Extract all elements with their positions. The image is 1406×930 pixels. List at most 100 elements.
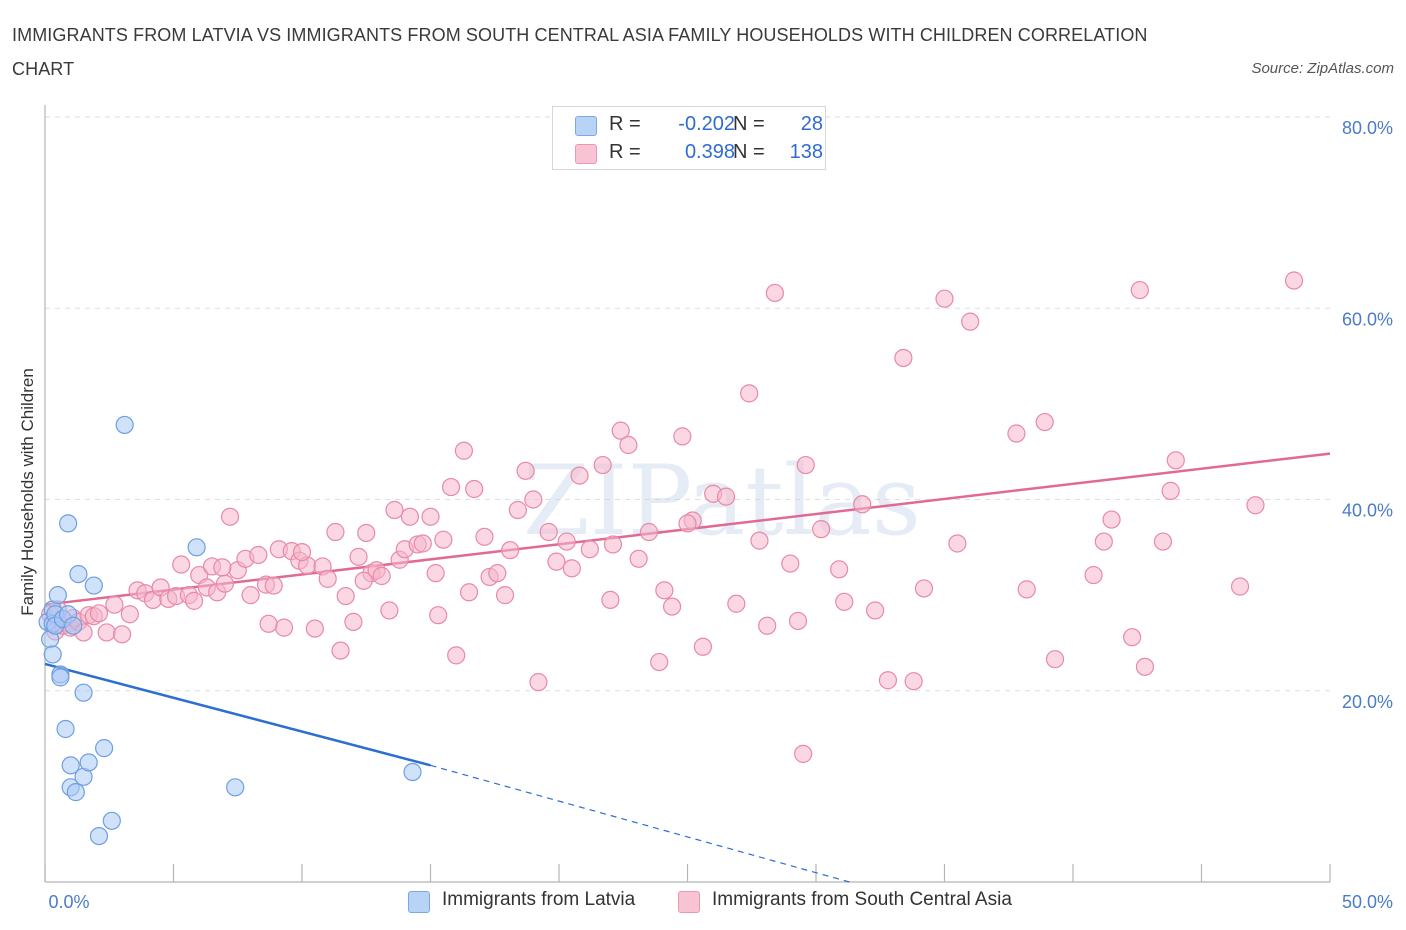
axes	[44, 105, 1331, 883]
asia-point	[426, 564, 445, 583]
legend-n-value: 28	[800, 113, 823, 135]
legend-n-value: 138	[789, 141, 823, 163]
asia-point	[727, 594, 746, 613]
asia-point	[215, 574, 234, 593]
asia-point	[1230, 577, 1250, 596]
asia-point	[781, 554, 800, 573]
asia-point	[434, 530, 453, 549]
asia-point	[529, 673, 548, 692]
latvia-point	[61, 756, 80, 775]
asia-point	[380, 601, 399, 620]
asia-point	[354, 571, 373, 590]
y-tick-label: 20.0%	[1342, 692, 1393, 712]
asia-point	[662, 597, 682, 616]
asia-point	[344, 612, 363, 632]
series-latvia	[38, 415, 422, 846]
latvia-point	[79, 753, 98, 772]
asia-point	[758, 616, 777, 635]
asia-point	[853, 495, 872, 514]
asia-point	[580, 540, 599, 559]
latvia-point	[115, 415, 134, 435]
asia-point	[629, 549, 648, 568]
asia-point	[241, 586, 260, 605]
y-tick-label: 60.0%	[1342, 309, 1393, 329]
asia-point	[516, 461, 535, 480]
legend-r-value: 0.398	[684, 141, 735, 163]
asia-point	[488, 564, 507, 583]
asia-point	[441, 477, 461, 497]
asia-point	[1135, 657, 1155, 676]
asia-point	[961, 312, 980, 331]
asia-point	[465, 479, 484, 499]
legend-r-value: -0.202	[678, 113, 735, 135]
asia-point	[1035, 412, 1054, 432]
asia-point	[112, 625, 132, 644]
asia-point	[318, 569, 337, 588]
trend-line-latvia-extension	[430, 764, 850, 883]
asia-point	[866, 601, 885, 620]
asia-point	[788, 611, 808, 631]
asia-point	[1084, 565, 1103, 585]
latvia-point	[66, 783, 85, 802]
y-tick-label: 80.0%	[1342, 118, 1393, 138]
asia-point	[120, 605, 139, 624]
asia-point	[459, 583, 479, 602]
asia-point	[796, 455, 815, 475]
latvia-point	[48, 586, 67, 605]
trend-line-latvia	[44, 662, 431, 767]
chart-title: IMMIGRANTS FROM LATVIA VS IMMIGRANTS FRO…	[12, 25, 1148, 79]
gridlines	[45, 116, 1330, 692]
asia-point	[693, 637, 713, 656]
asia-point	[454, 441, 474, 460]
asia-point	[1153, 532, 1173, 551]
asia-point	[1017, 580, 1036, 599]
bottom-legend-swatch-latvia	[408, 891, 430, 913]
asia-point	[655, 581, 674, 600]
latvia-point	[51, 668, 70, 687]
series-south-central-asia	[41, 271, 1304, 763]
asia-point	[357, 523, 376, 543]
asia-point	[475, 527, 494, 546]
asia-point	[1123, 628, 1142, 647]
asia-point	[1284, 271, 1304, 290]
asia-point	[508, 500, 527, 520]
asia-point	[447, 646, 466, 665]
asia-point	[562, 559, 581, 578]
asia-point	[914, 579, 934, 598]
asia-point	[1161, 481, 1180, 500]
x-tick-label: 0.0%	[48, 892, 89, 912]
latvia-point	[56, 719, 75, 739]
asia-point	[89, 604, 109, 623]
asia-point	[904, 672, 923, 691]
asia-point	[501, 541, 520, 560]
asia-point	[292, 542, 312, 562]
asia-point	[894, 348, 913, 368]
asia-point	[385, 500, 404, 520]
legend-n-label: N =	[733, 141, 765, 163]
asia-point	[765, 283, 784, 303]
asia-point	[611, 421, 630, 440]
asia-point	[336, 586, 355, 606]
asia-point	[326, 522, 345, 542]
asia-point	[948, 534, 967, 553]
bottom-legend-swatch-asia	[678, 891, 700, 913]
latvia-point	[64, 616, 83, 635]
asia-point	[557, 532, 576, 551]
latvia-point	[84, 576, 103, 595]
legend-swatch-asia	[575, 144, 597, 164]
asia-point	[678, 514, 697, 533]
asia-point	[213, 558, 232, 577]
asia-point	[1246, 496, 1265, 515]
latvia-point	[43, 645, 62, 664]
asia-point	[172, 555, 191, 574]
latvia-point	[59, 514, 78, 533]
legend-r-label: R =	[609, 113, 641, 135]
source-credit: Source: ZipAtlas.com	[1251, 60, 1394, 77]
asia-point	[1102, 510, 1121, 529]
tick-labels: 20.0% 40.0% 60.0% 80.0% 0.0% 50.0%	[48, 118, 1393, 912]
latvia-point	[403, 762, 422, 782]
asia-point	[1166, 451, 1185, 470]
asia-point	[220, 507, 240, 526]
asia-point	[812, 520, 831, 539]
